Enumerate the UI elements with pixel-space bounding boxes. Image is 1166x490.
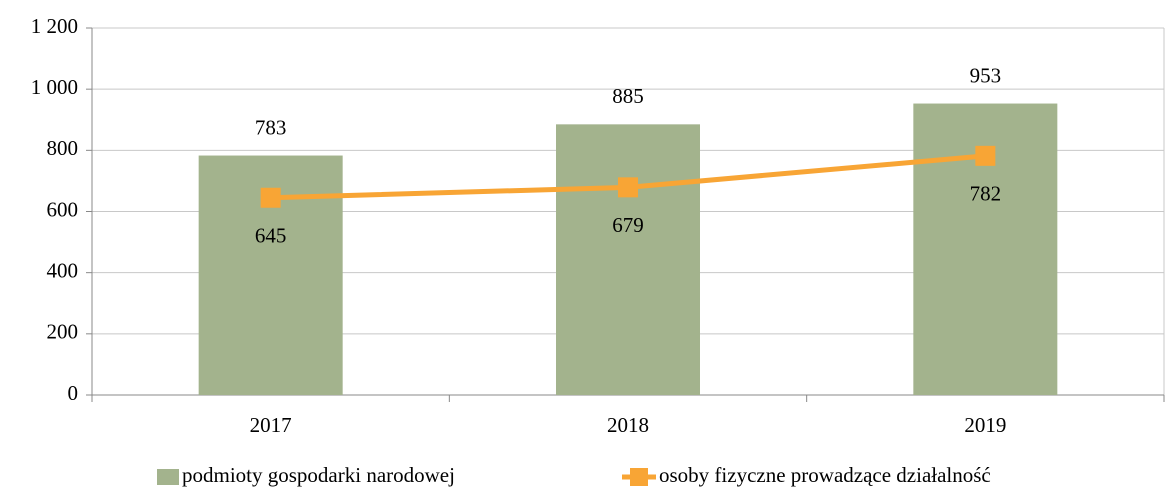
bar-value-label: 953 (970, 63, 1002, 87)
legend-swatch (157, 469, 179, 485)
line-marker (975, 145, 996, 166)
legend-label: osoby fizyczne prowadzące działalność (659, 463, 991, 487)
bar-value-label: 885 (612, 84, 644, 108)
y-tick-label: 1 000 (31, 75, 78, 99)
y-tick-label: 200 (47, 320, 79, 344)
y-tick-label: 400 (47, 258, 79, 282)
x-tick-label: 2018 (607, 413, 649, 437)
line-marker (260, 187, 281, 208)
y-tick-label: 0 (68, 381, 79, 405)
legend-swatch-marker (630, 468, 648, 486)
y-tick-label: 1 200 (31, 14, 78, 38)
line-value-label: 679 (612, 213, 644, 237)
x-tick-label: 2017 (250, 413, 292, 437)
bar-value-label: 783 (255, 115, 287, 139)
line-value-label: 645 (255, 224, 287, 248)
bar (556, 124, 700, 396)
line-value-label: 782 (970, 182, 1002, 206)
y-tick-label: 800 (47, 136, 79, 160)
x-tick-label: 2019 (964, 413, 1006, 437)
line-marker (618, 177, 638, 198)
y-tick-label: 600 (47, 197, 79, 221)
legend-label: podmioty gospodarki narodowej (182, 463, 455, 487)
